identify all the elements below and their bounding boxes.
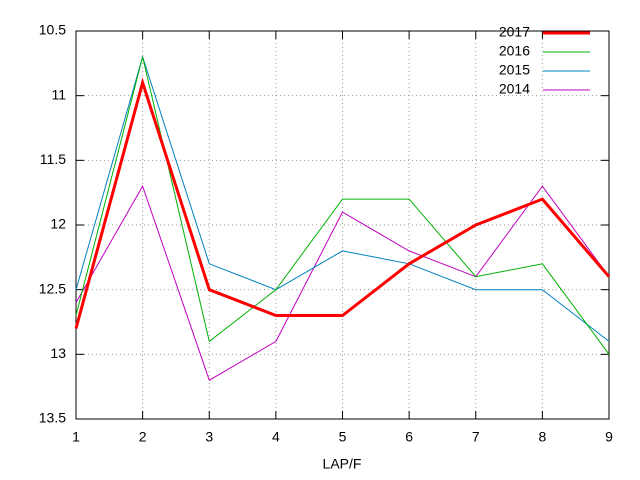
x-axis-label: LAP/F	[323, 456, 362, 472]
series-line	[75, 184, 610, 381]
x-tick-label: 3	[205, 429, 213, 445]
series-line	[74, 77, 611, 329]
y-tick-label: 11	[51, 86, 66, 102]
legend-label: 2014	[499, 81, 530, 97]
series-line	[75, 55, 610, 342]
y-tick-label: 13	[50, 345, 66, 361]
x-tick-label: 4	[272, 429, 280, 445]
plot-frame	[75, 30, 610, 420]
x-tick-label: 8	[538, 429, 546, 445]
legend-label: 2016	[499, 43, 530, 59]
y-tick-label: 12.5	[39, 280, 66, 296]
legend-label: 2017	[499, 24, 530, 40]
x-tick-label: 9	[605, 429, 613, 445]
legend-label: 2015	[499, 62, 530, 78]
x-tick-label: 6	[405, 429, 413, 445]
y-tick-label: 12	[50, 216, 66, 232]
y-tick-label: 10.5	[39, 22, 66, 38]
x-tick-label: 5	[339, 429, 347, 445]
y-tick-label: 11.5	[40, 151, 66, 167]
x-tick-label: 7	[472, 429, 480, 445]
x-tick-label: 1	[72, 429, 80, 445]
y-tick-label: 13.5	[39, 410, 66, 426]
x-tick-label: 2	[139, 429, 147, 445]
